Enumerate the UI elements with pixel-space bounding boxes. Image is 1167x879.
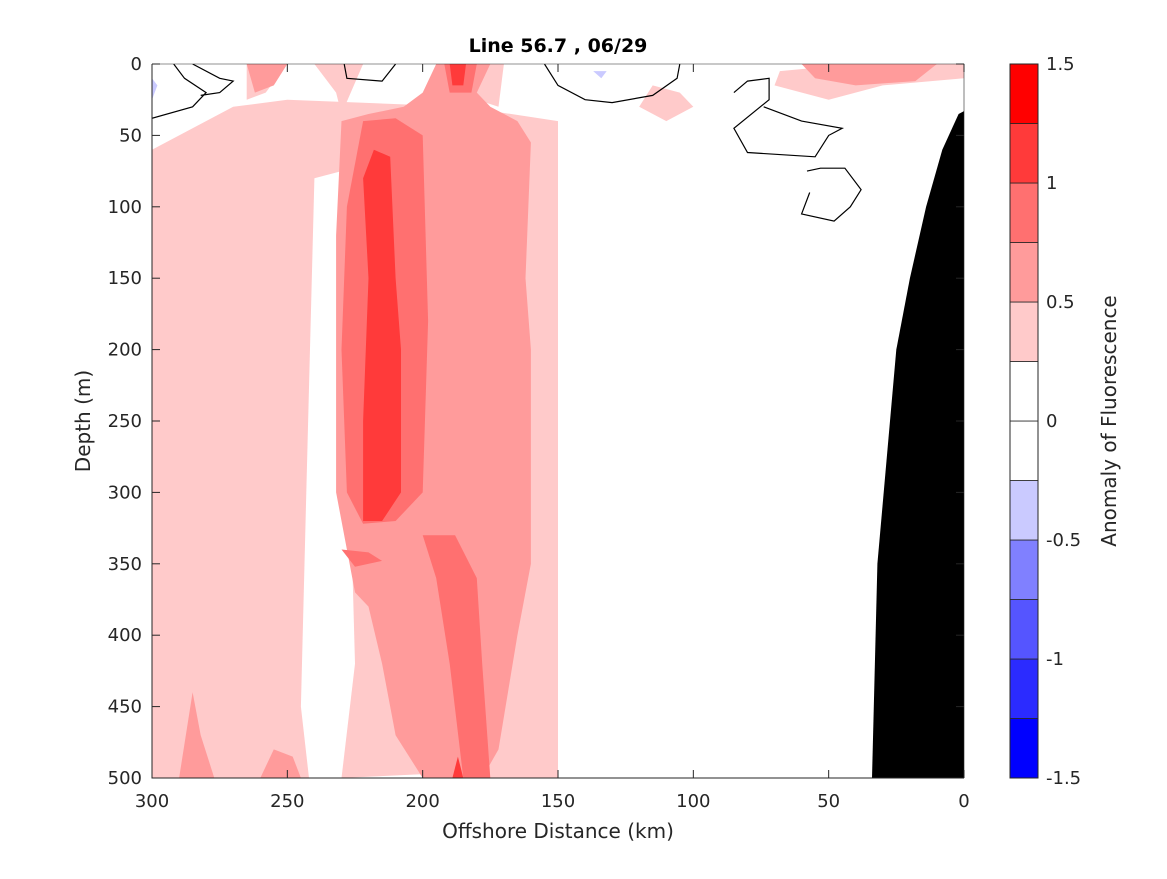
- contour-region-10: [246, 64, 288, 93]
- y-tick-label: 50: [119, 125, 142, 146]
- zero-contour-line-1: [192, 64, 235, 96]
- colorbar-band-11: [1009, 63, 1039, 124]
- y-tick-label: 450: [108, 697, 142, 718]
- colorbar-label: Anomaly of Fluorescence: [1097, 295, 1121, 546]
- y-tick-label: 500: [108, 768, 142, 789]
- colorbar-frame: [1009, 63, 1039, 779]
- colorbar-tick-label: 1: [1046, 173, 1057, 194]
- colorbar-band-1: [1009, 658, 1039, 719]
- colorbar-tick-label: -1: [1046, 649, 1064, 670]
- colorbar-band-4: [1009, 480, 1039, 541]
- contour-region-17: [452, 756, 464, 778]
- x-tick-label: 200: [405, 791, 439, 812]
- y-tick-label: 300: [108, 482, 142, 503]
- colorbar-tick-label: 1.5: [1046, 54, 1075, 75]
- x-tick-label: 100: [676, 791, 710, 812]
- colorbar-tick-label: 0: [1046, 411, 1057, 432]
- y-tick-label: 350: [108, 554, 142, 575]
- contour-region-20: [566, 64, 626, 86]
- colorbar-band-7: [1009, 301, 1039, 362]
- contour-region-21: [152, 78, 158, 100]
- colorbar-tick-label: 0.5: [1046, 292, 1075, 313]
- contour-region-22: [593, 71, 607, 79]
- y-tick-label: 150: [108, 268, 142, 289]
- contour-region-15: [341, 549, 383, 567]
- x-tick-label: 250: [270, 791, 304, 812]
- colorbar-band-10: [1009, 123, 1039, 184]
- colorbar-band-6: [1009, 361, 1039, 422]
- x-tick-label: 50: [817, 791, 840, 812]
- zero-contour-line-3: [543, 64, 681, 104]
- contour-region-2: [314, 64, 364, 114]
- colorbar-band-9: [1009, 182, 1039, 243]
- contour-region-8: [179, 692, 215, 778]
- x-tick-label: 300: [135, 791, 169, 812]
- y-tick-label: 0: [131, 54, 142, 75]
- colorbar-tick-label: -1.5: [1046, 768, 1081, 789]
- colorbar-tick-label: -0.5: [1046, 530, 1081, 551]
- y-tick-label: 200: [108, 340, 142, 361]
- colorbar-band-5: [1009, 420, 1039, 481]
- contour-region-16: [363, 149, 401, 521]
- plot-area: 300 250 200 150 100 50 00501001502002503003504…: [108, 54, 970, 812]
- contour-region-11: [801, 64, 937, 86]
- contour-region-13: [422, 535, 491, 778]
- contour-fill-group: [152, 64, 964, 778]
- contour-region-18: [449, 64, 466, 86]
- colorbar-band-3: [1009, 539, 1039, 600]
- contour-region-4: [639, 85, 694, 122]
- bathymetry-terrain: [872, 111, 964, 778]
- x-tick-label: 0: [958, 791, 969, 812]
- zero-contour-line-5: [800, 167, 862, 222]
- colorbar: -1.5 -1 -0.5 0 0.5 1 1.5: [1009, 54, 1081, 789]
- x-axis-label: Offshore Distance (km): [442, 819, 674, 843]
- colorbar-band-2: [1009, 599, 1039, 660]
- contour-region-9: [260, 749, 301, 778]
- y-axis-label: Depth (m): [71, 370, 95, 472]
- y-tick-label: 400: [108, 625, 142, 646]
- y-tick-label: 250: [108, 411, 142, 432]
- zero-contour-line-0: [152, 64, 208, 119]
- zero-contour-line-2: [343, 64, 397, 82]
- x-tick-label: 150: [541, 791, 575, 812]
- contour-region-19: [152, 64, 174, 107]
- colorbar-band-8: [1009, 242, 1039, 303]
- chart-title: Line 56.7 , 06/29: [469, 35, 648, 57]
- zero-contour-line-4: [733, 77, 845, 158]
- y-tick-label: 100: [108, 197, 142, 218]
- colorbar-band-0: [1009, 718, 1039, 779]
